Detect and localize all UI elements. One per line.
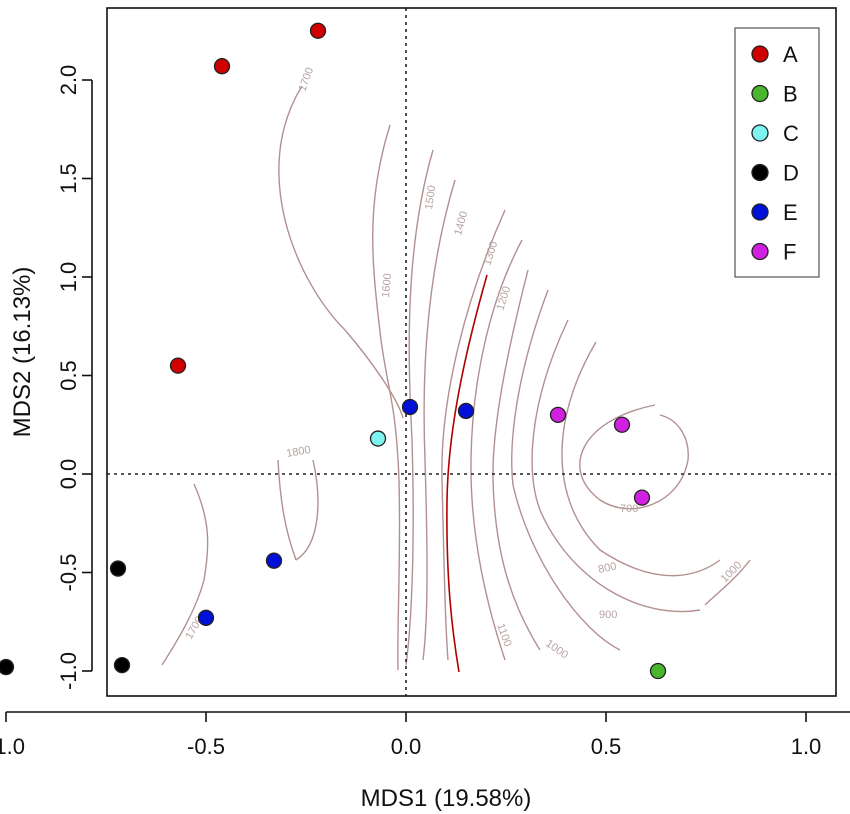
contour-line xyxy=(372,124,401,671)
y-tick-label: 1.0 xyxy=(56,262,81,293)
legend-marker-D xyxy=(751,163,769,182)
y-tick-label: 2.0 xyxy=(56,65,81,96)
contour-line xyxy=(441,209,506,661)
contour-line xyxy=(531,319,701,613)
data-points xyxy=(0,22,667,680)
contour-label: 1600 xyxy=(380,273,394,298)
data-point-A xyxy=(169,357,187,374)
x-tick-label: -1.0 xyxy=(0,734,25,759)
contour-labels: 1700 1600 1500 1400 1300 1200 1800 1700 … xyxy=(183,66,744,662)
data-point-F xyxy=(613,416,631,433)
y-tick-label: -1.0 xyxy=(56,652,81,690)
data-point-A xyxy=(309,22,327,39)
x-axis-title: MDS1 (19.58%) xyxy=(361,785,532,812)
contour-label: 700 xyxy=(620,503,638,515)
contour-line xyxy=(405,149,434,666)
contour-label: 1300 xyxy=(481,240,500,267)
legend-label-A: A xyxy=(783,42,798,67)
legend-label-B: B xyxy=(783,82,798,107)
legend-marker-F xyxy=(751,242,769,261)
data-point-D xyxy=(0,658,15,676)
data-point-C xyxy=(369,430,387,447)
data-point-E xyxy=(197,609,215,626)
y-tick-label: 1.5 xyxy=(56,163,81,194)
contour-label: 1400 xyxy=(452,210,470,237)
data-point-E xyxy=(265,552,283,569)
contour-line xyxy=(492,269,541,651)
legend-label-C: C xyxy=(783,121,799,146)
data-point-F xyxy=(633,489,651,506)
legend-label-F: F xyxy=(783,240,796,265)
x-tick-label: -0.5 xyxy=(187,734,225,759)
legend-marker-A xyxy=(751,45,769,63)
contour-line xyxy=(470,239,523,661)
legend-label-E: E xyxy=(783,200,798,225)
data-point-F xyxy=(549,406,567,424)
data-point-E xyxy=(401,398,419,416)
x-tick-label: 0.5 xyxy=(591,734,622,759)
plot-frame xyxy=(106,7,837,697)
contour-line xyxy=(511,289,621,651)
x-tick-label: 0.0 xyxy=(391,734,422,759)
y-tick-label: 0.5 xyxy=(56,360,81,391)
data-point-E xyxy=(457,402,475,420)
legend-marker-E xyxy=(751,203,769,221)
data-point-B xyxy=(649,662,667,680)
legend-marker-B xyxy=(751,84,769,103)
contour-line xyxy=(561,341,721,577)
legend-box xyxy=(734,27,820,278)
data-point-D xyxy=(113,656,131,674)
contour-label: 1700 xyxy=(297,66,317,93)
contour-line xyxy=(704,559,751,606)
x-axis: -1.0-0.50.00.51.01.52.0 xyxy=(0,711,850,759)
legend-label-D: D xyxy=(783,161,799,186)
contour-line xyxy=(278,85,404,419)
contour-label: 1800 xyxy=(285,444,311,460)
legend-marker-C xyxy=(751,124,769,142)
highlight-contour-line xyxy=(446,274,488,673)
y-tick-label: -0.5 xyxy=(56,554,81,592)
y-axis: -1.0 -0.5 0.0 0.5 1.0 1.5 2.0 xyxy=(56,65,93,690)
data-point-A xyxy=(213,58,231,75)
contour-line xyxy=(579,404,689,510)
contour-label: 1200 xyxy=(494,285,513,312)
contour-label: 800 xyxy=(597,560,617,576)
x-tick-label: 1.0 xyxy=(791,734,822,759)
contour-line xyxy=(422,179,456,661)
data-point-D xyxy=(109,560,127,577)
contour-lines xyxy=(161,85,751,671)
y-axis-title: MDS2 (16.13%) xyxy=(9,267,36,438)
y-tick-label: 0.0 xyxy=(56,459,81,490)
contour-label: 1500 xyxy=(423,185,438,211)
contour-line xyxy=(161,483,209,666)
contour-label: 900 xyxy=(599,609,617,621)
contour-label: 1000 xyxy=(543,638,570,662)
contour-line xyxy=(277,459,319,561)
